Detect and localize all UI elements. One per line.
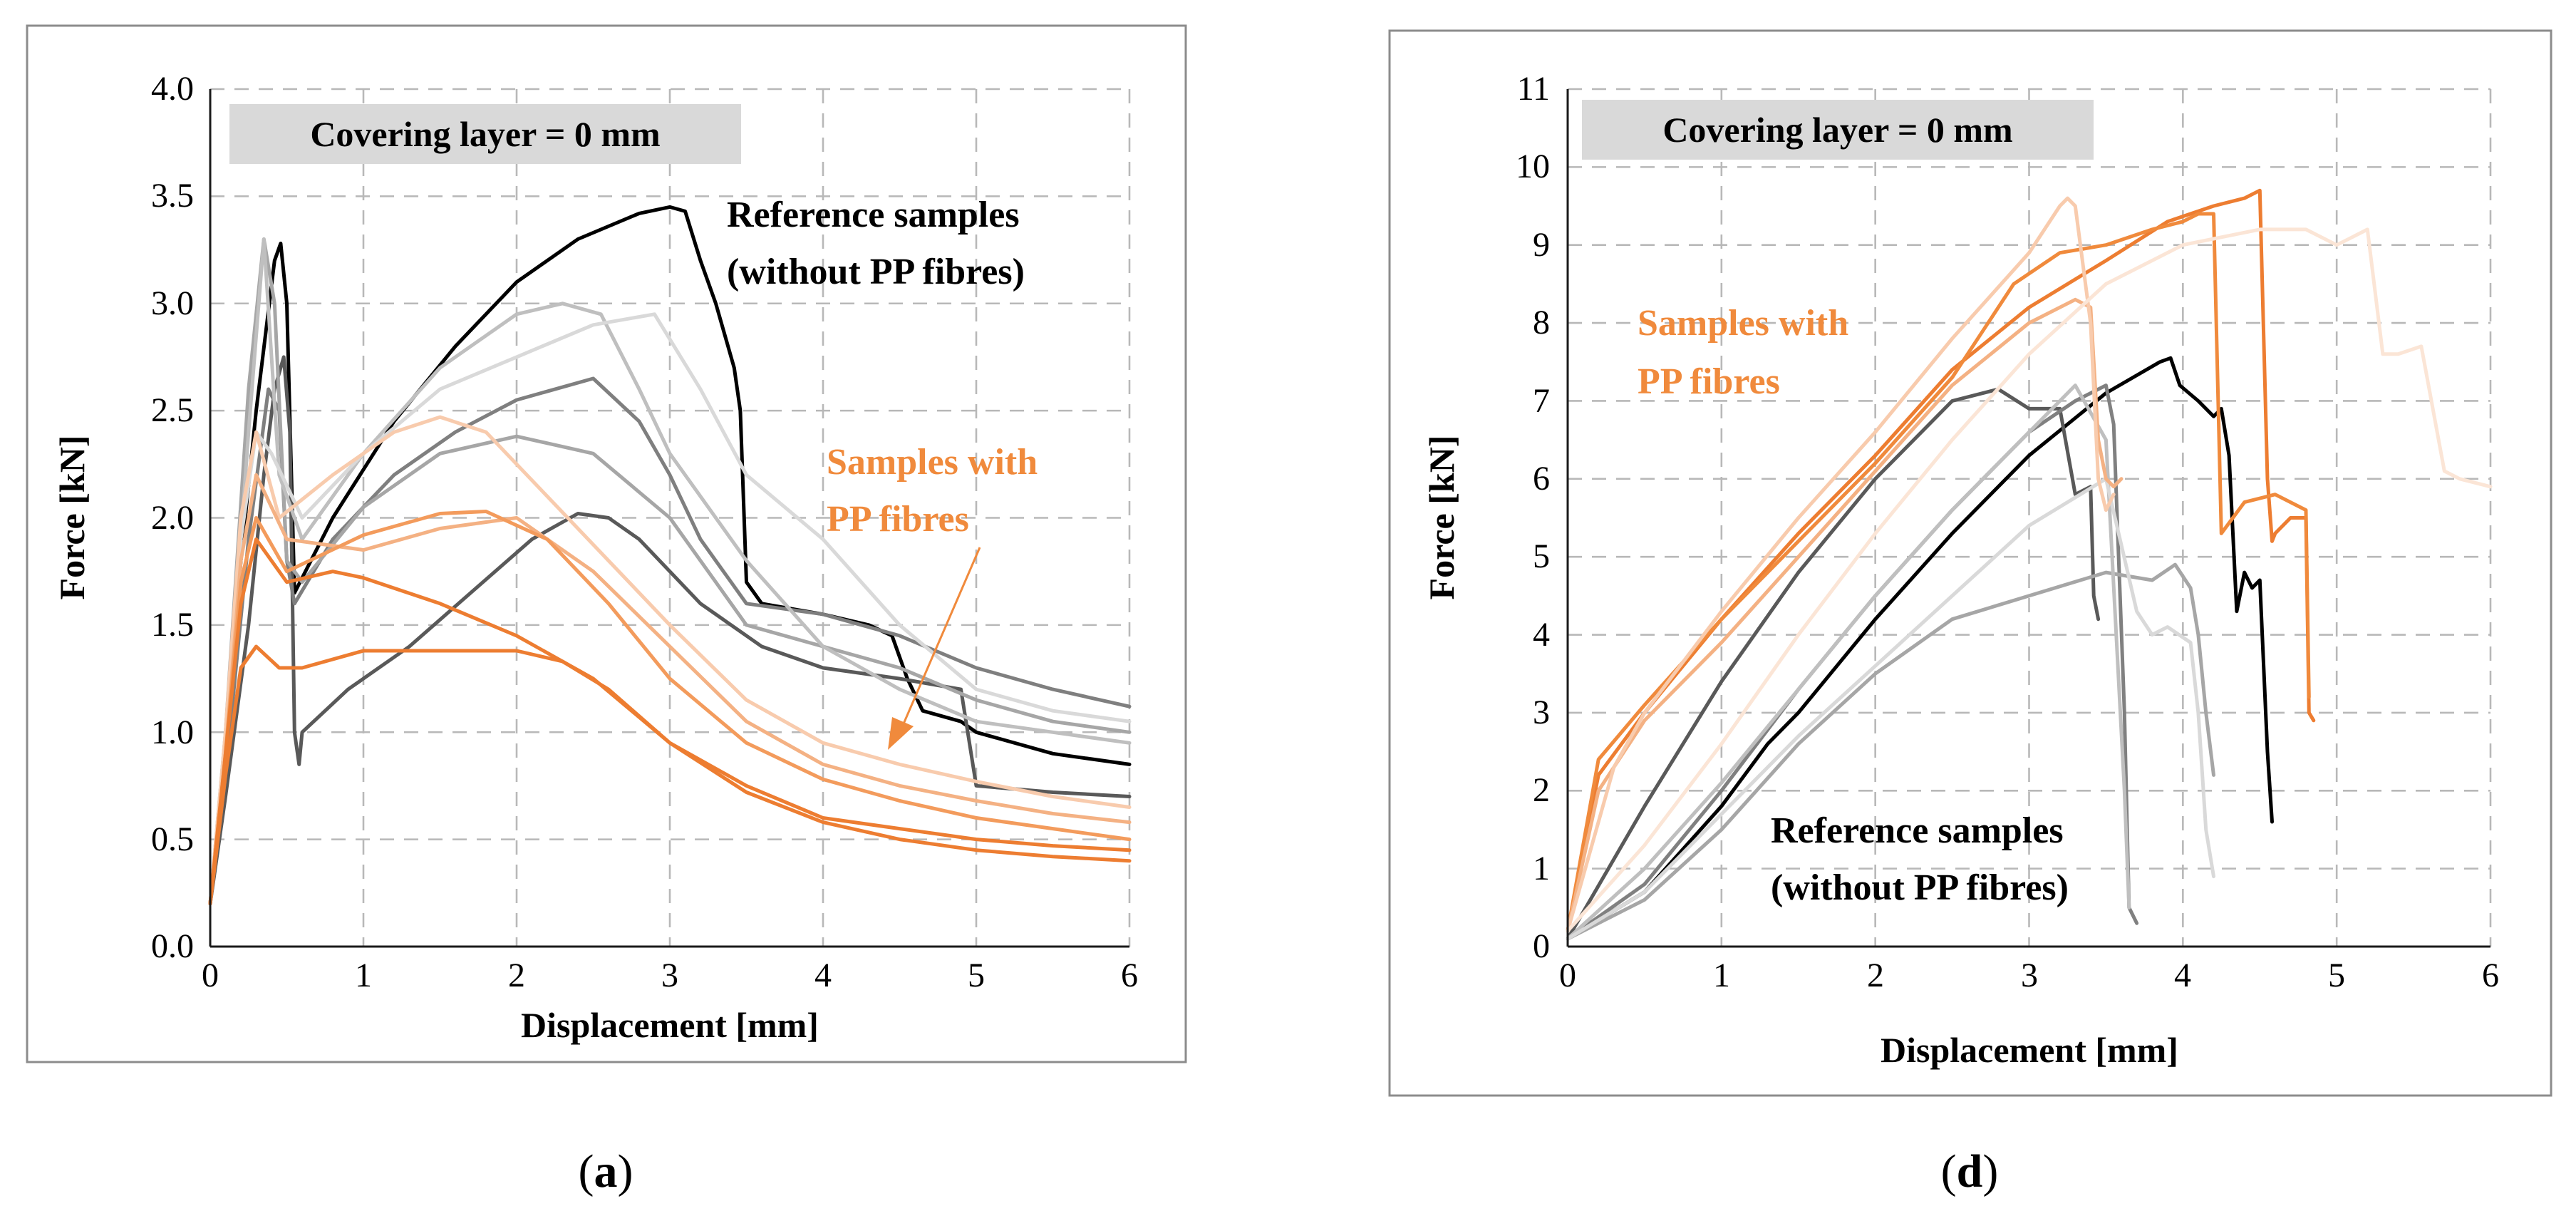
x-tick-label: 4 [814, 957, 832, 994]
y-tick-label: 0.0 [151, 927, 194, 965]
caption-letter-d: d [1957, 1145, 1983, 1197]
series-line-d-10 [1566, 196, 2116, 933]
series-line-a-8 [208, 473, 1132, 906]
y-axis-title-d: Force [kN] [1422, 436, 1462, 600]
covering-layer-badge-bg-a [229, 104, 741, 164]
pp-annotation-a-line2: PP fibres [827, 499, 969, 540]
series-line-d-9 [1566, 297, 2124, 933]
x-axis-title-d: Displacement [mm] [1881, 1030, 2178, 1070]
x-tick-label: 0 [1559, 957, 1576, 994]
series-line-d-1 [1566, 356, 2274, 941]
y-tick-label: 4 [1533, 616, 1550, 654]
reference-annotation-a-line1: Reference samples [727, 195, 1020, 235]
x-tick-label: 1 [355, 957, 372, 994]
y-tick-label: 0.5 [151, 820, 194, 858]
x-tick-labels-a: 0 1 2 3 4 5 6 [202, 957, 1138, 994]
y-tick-label: 4.0 [151, 70, 194, 108]
reference-annotation-d-line1: Reference samples [1771, 810, 2064, 851]
y-tick-label: 1 [1533, 850, 1550, 887]
x-tick-label: 0 [202, 957, 219, 994]
y-tick-labels-d: 0 1 2 3 4 5 6 7 8 9 10 11 [1516, 70, 1550, 965]
y-axis-title-a: Force [kN] [52, 436, 92, 600]
y-tick-label: 2 [1533, 771, 1550, 809]
series-line-d-8 [1566, 212, 2311, 933]
series-line-a-9 [208, 510, 1132, 906]
y-tick-label: 0 [1533, 927, 1550, 965]
series-line-d-5 [1566, 383, 2131, 941]
pp-annotation-d-line1: Samples with [1638, 303, 1848, 344]
pp-annotation-arrow-head [888, 717, 914, 750]
caption-letter-a: a [594, 1145, 618, 1197]
series-group-d [1566, 188, 2493, 941]
covering-layer-badge-a: Covering layer = 0 mm [310, 114, 660, 154]
series-line-a-3 [208, 376, 1132, 906]
x-tick-label: 5 [2328, 957, 2345, 994]
series-line-a-5 [208, 237, 1132, 906]
series-line-d-4 [1566, 562, 2215, 941]
y-tick-label: 9 [1533, 226, 1550, 264]
y-tick-labels-a: 0.0 0.5 1.0 1.5 2.0 2.5 3.0 3.5 4.0 [151, 70, 194, 965]
series-line-a-11 [208, 644, 1132, 906]
x-tick-label: 3 [2021, 957, 2038, 994]
x-tick-labels-d: 0 1 2 3 4 5 6 [1559, 957, 2499, 994]
y-tick-label: 11 [1517, 70, 1550, 108]
pp-annotation-a-line1: Samples with [827, 442, 1038, 483]
y-tick-label: 6 [1533, 460, 1550, 498]
series-group-a [208, 205, 1132, 906]
reference-annotation-d-line2: (without PP fibres) [1771, 867, 2069, 908]
y-tick-label: 3.0 [151, 284, 194, 322]
x-tick-label: 5 [968, 957, 985, 994]
reference-annotation-a-line2: (without PP fibres) [727, 252, 1025, 292]
chart-frame-d [1388, 29, 2552, 1097]
y-tick-label: 3 [1533, 694, 1550, 731]
y-tick-label: 2.5 [151, 391, 194, 429]
x-tick-label: 6 [2482, 957, 2499, 994]
y-tick-label: 8 [1533, 304, 1550, 341]
x-tick-label: 6 [1121, 957, 1138, 994]
series-line-a-7 [208, 415, 1132, 906]
caption-d: (d) [1941, 1145, 1999, 1197]
series-line-d-11 [1566, 227, 2493, 933]
y-tick-label: 1.0 [151, 713, 194, 751]
y-tick-label: 1.5 [151, 606, 194, 644]
x-tick-label: 2 [508, 957, 525, 994]
series-line-a-10 [208, 537, 1132, 906]
covering-layer-badge-d: Covering layer = 0 mm [1662, 110, 2012, 150]
y-tick-label: 3.5 [151, 177, 194, 215]
pp-annotation-d-line2: PP fibres [1638, 361, 1780, 402]
y-tick-label: 10 [1516, 148, 1550, 185]
x-tick-label: 2 [1867, 957, 1884, 994]
pp-annotation-arrow-shaft [901, 547, 981, 728]
x-axis-title-a: Displacement [mm] [521, 1005, 819, 1045]
x-tick-label: 4 [2174, 957, 2191, 994]
y-tick-label: 5 [1533, 537, 1550, 575]
covering-layer-badge-bg-d [1582, 100, 2094, 160]
y-tick-label: 2.0 [151, 499, 194, 537]
chart-panel-d: 0 1 2 3 4 5 6 7 8 9 10 11 0 1 2 3 4 5 6 … [1388, 29, 2552, 1097]
chart-frame-a [26, 24, 1187, 1063]
y-tick-label: 7 [1533, 382, 1550, 420]
chart-panel-a: 0.0 0.5 1.0 1.5 2.0 2.5 3.0 3.5 4.0 0 1 … [26, 24, 1187, 1063]
caption-a: (a) [579, 1145, 633, 1197]
grid-a [210, 88, 1131, 947]
x-tick-label: 3 [661, 957, 678, 994]
x-tick-label: 1 [1713, 957, 1730, 994]
